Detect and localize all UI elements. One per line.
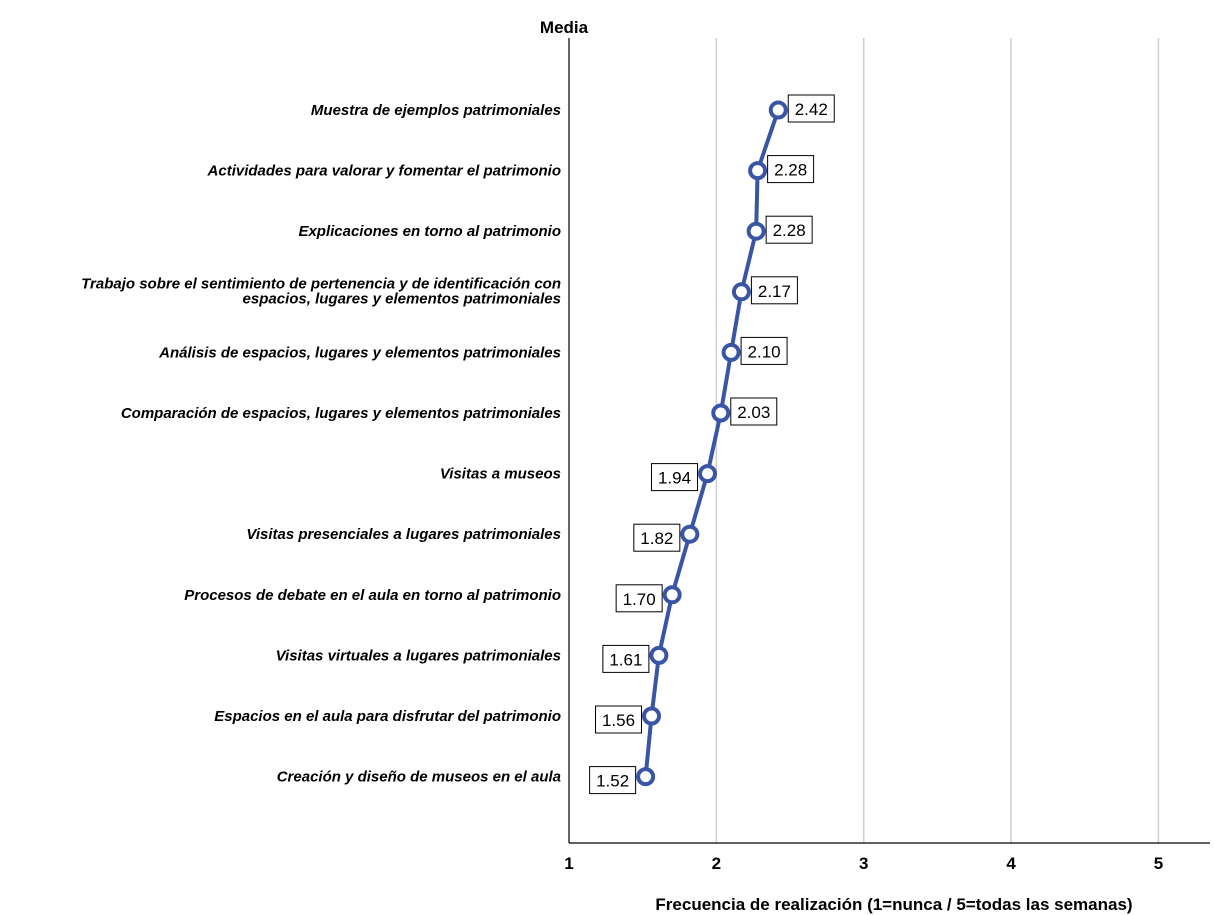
category-label: Análisis de espacios, lugares y elemento…: [158, 344, 561, 361]
data-label-text: 1.70: [623, 590, 656, 609]
data-label: 1.56: [595, 705, 643, 734]
data-point: [698, 464, 718, 484]
category-label: Espacios en el aula para disfrutar del p…: [214, 708, 561, 725]
axes: [568, 38, 1210, 844]
x-axis-title: Frecuencia de realización (1=nunca / 5=t…: [655, 895, 1132, 914]
data-label: 1.94: [651, 463, 699, 492]
data-label-text: 1.82: [640, 529, 673, 548]
category-label: Comparación de espacios, lugares y eleme…: [121, 405, 561, 422]
x-tick-label-4: 4: [1006, 854, 1016, 873]
data-point: [748, 161, 768, 181]
category-label: Creación y diseño de museos en el aula: [277, 769, 561, 786]
data-point: [662, 585, 682, 605]
x-tick-label-2: 2: [712, 854, 721, 873]
data-label: 2.10: [740, 336, 788, 365]
series-line: [636, 100, 788, 787]
data-label-text: 1.52: [596, 772, 629, 791]
data-point: [711, 403, 731, 423]
data-label: 2.17: [750, 276, 798, 305]
data-point: [636, 767, 656, 787]
data-label-text: 2.28: [773, 221, 806, 240]
data-point: [649, 645, 669, 665]
x-tick-label-3: 3: [859, 854, 868, 873]
category-label: Actividades para valorar y fomentar el p…: [207, 163, 561, 180]
data-label: 1.52: [589, 766, 637, 795]
data-point: [721, 342, 741, 362]
category-label: Visitas a museos: [440, 466, 561, 483]
category-labels: Muestra de ejemplos patrimoniales Activid…: [81, 102, 561, 786]
data-label-text: 2.10: [748, 342, 781, 361]
category-label: Muestra de ejemplos patrimoniales: [311, 102, 561, 119]
data-label: 1.61: [602, 644, 650, 673]
category-label: Explicaciones en torno al patrimonio: [298, 223, 561, 240]
data-point: [680, 524, 700, 544]
data-label-text: 1.94: [658, 469, 691, 488]
series-path: [643, 109, 781, 777]
data-label: 2.28: [767, 155, 815, 184]
data-point: [746, 221, 766, 241]
data-label-text: 2.03: [737, 403, 770, 422]
data-label-text: 1.56: [602, 711, 635, 730]
data-label: 1.82: [633, 523, 681, 552]
category-label: Procesos de debate en el aula en torno a…: [184, 587, 561, 604]
category-label: Visitas presenciales a lugares patrimoni…: [246, 526, 561, 543]
data-label-text: 2.42: [795, 100, 828, 119]
y-axis-title: Media: [540, 18, 589, 37]
x-tick-label-5: 5: [1154, 854, 1163, 873]
data-label: 1.70: [615, 584, 663, 613]
category-label: Trabajo sobre el sentimiento de pertenen…: [81, 275, 561, 307]
data-label-text: 1.61: [609, 650, 642, 669]
data-label-text: 2.28: [774, 161, 807, 180]
category-label: Visitas virtuales a lugares patrimoniale…: [276, 647, 561, 664]
x-ticks: 1 2 3 4 5: [564, 854, 1163, 873]
data-point: [731, 282, 751, 302]
data-label-text: 2.17: [758, 282, 791, 301]
data-label: 2.42: [787, 94, 835, 123]
data-point: [642, 706, 662, 726]
data-label: 2.03: [730, 397, 778, 426]
data-label: 2.28: [765, 215, 813, 244]
data-point: [768, 100, 788, 120]
data-labels: 2.42 2.28 2.28 2.17 2.10 2.03 1.94 1.82 1.70 1.61…: [589, 94, 835, 795]
x-tick-label-1: 1: [564, 854, 573, 873]
